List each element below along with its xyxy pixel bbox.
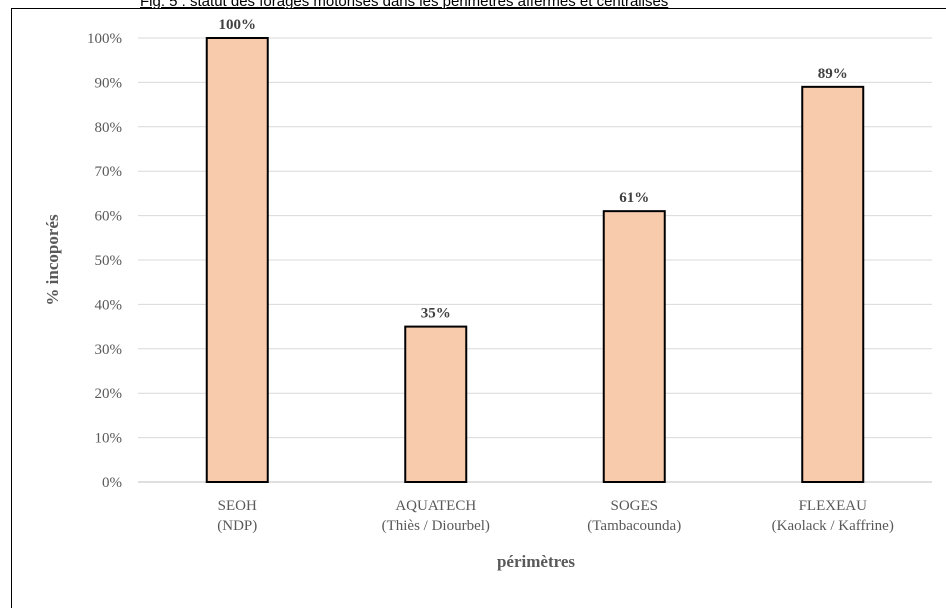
y-axis-title: % incoporés [43,214,62,306]
y-tick-label: 50% [95,253,123,269]
x-tick-label: AQUATECH [395,498,476,514]
x-tick-label: (Kaolack / Kaffrine) [772,518,894,534]
category-labels: SEOH (NDP) AQUATECH (Thiès / Diourbel) SOGES… [217,498,894,534]
x-tick-label: SOGES [610,498,658,514]
x-tick-label: FLEXEAU [799,498,867,514]
y-tick-label: 60% [95,209,123,225]
x-tick-label: (Tambacounda) [587,518,681,534]
bar [801,85,865,483]
data-label: 89% [818,66,848,82]
gridlines [138,37,932,483]
data-label: 100% [219,17,257,33]
y-tick-labels: 0% 10% 20% 30% 40% 50% 60% 70% 80% 90% 100% [87,31,122,491]
y-tick-label: 10% [95,431,123,447]
x-tick-label: SEOH [218,498,257,514]
bar [602,210,666,483]
y-tick-label: 100% [87,31,122,47]
bars [205,37,865,483]
bar [205,37,269,483]
x-axis-title: périmètres [497,552,575,571]
y-tick-label: 40% [95,297,123,313]
y-tick-label: 20% [95,386,123,402]
y-tick-label: 90% [95,75,123,91]
data-labels: 100% 35% 61% 89% [219,17,848,322]
x-tick-label: (NDP) [217,518,257,534]
chart-frame [11,8,946,608]
y-tick-label: 30% [95,342,123,358]
data-label: 61% [619,190,649,206]
y-tick-label: 70% [95,164,123,180]
figure-caption: Fig. 5 : statut des forages motorisés da… [140,0,669,10]
data-label: 35% [421,306,451,322]
y-tick-label: 0% [102,475,122,491]
y-tick-label: 80% [95,120,123,136]
bar [404,325,468,483]
x-tick-label: (Thiès / Diourbel) [382,518,490,534]
